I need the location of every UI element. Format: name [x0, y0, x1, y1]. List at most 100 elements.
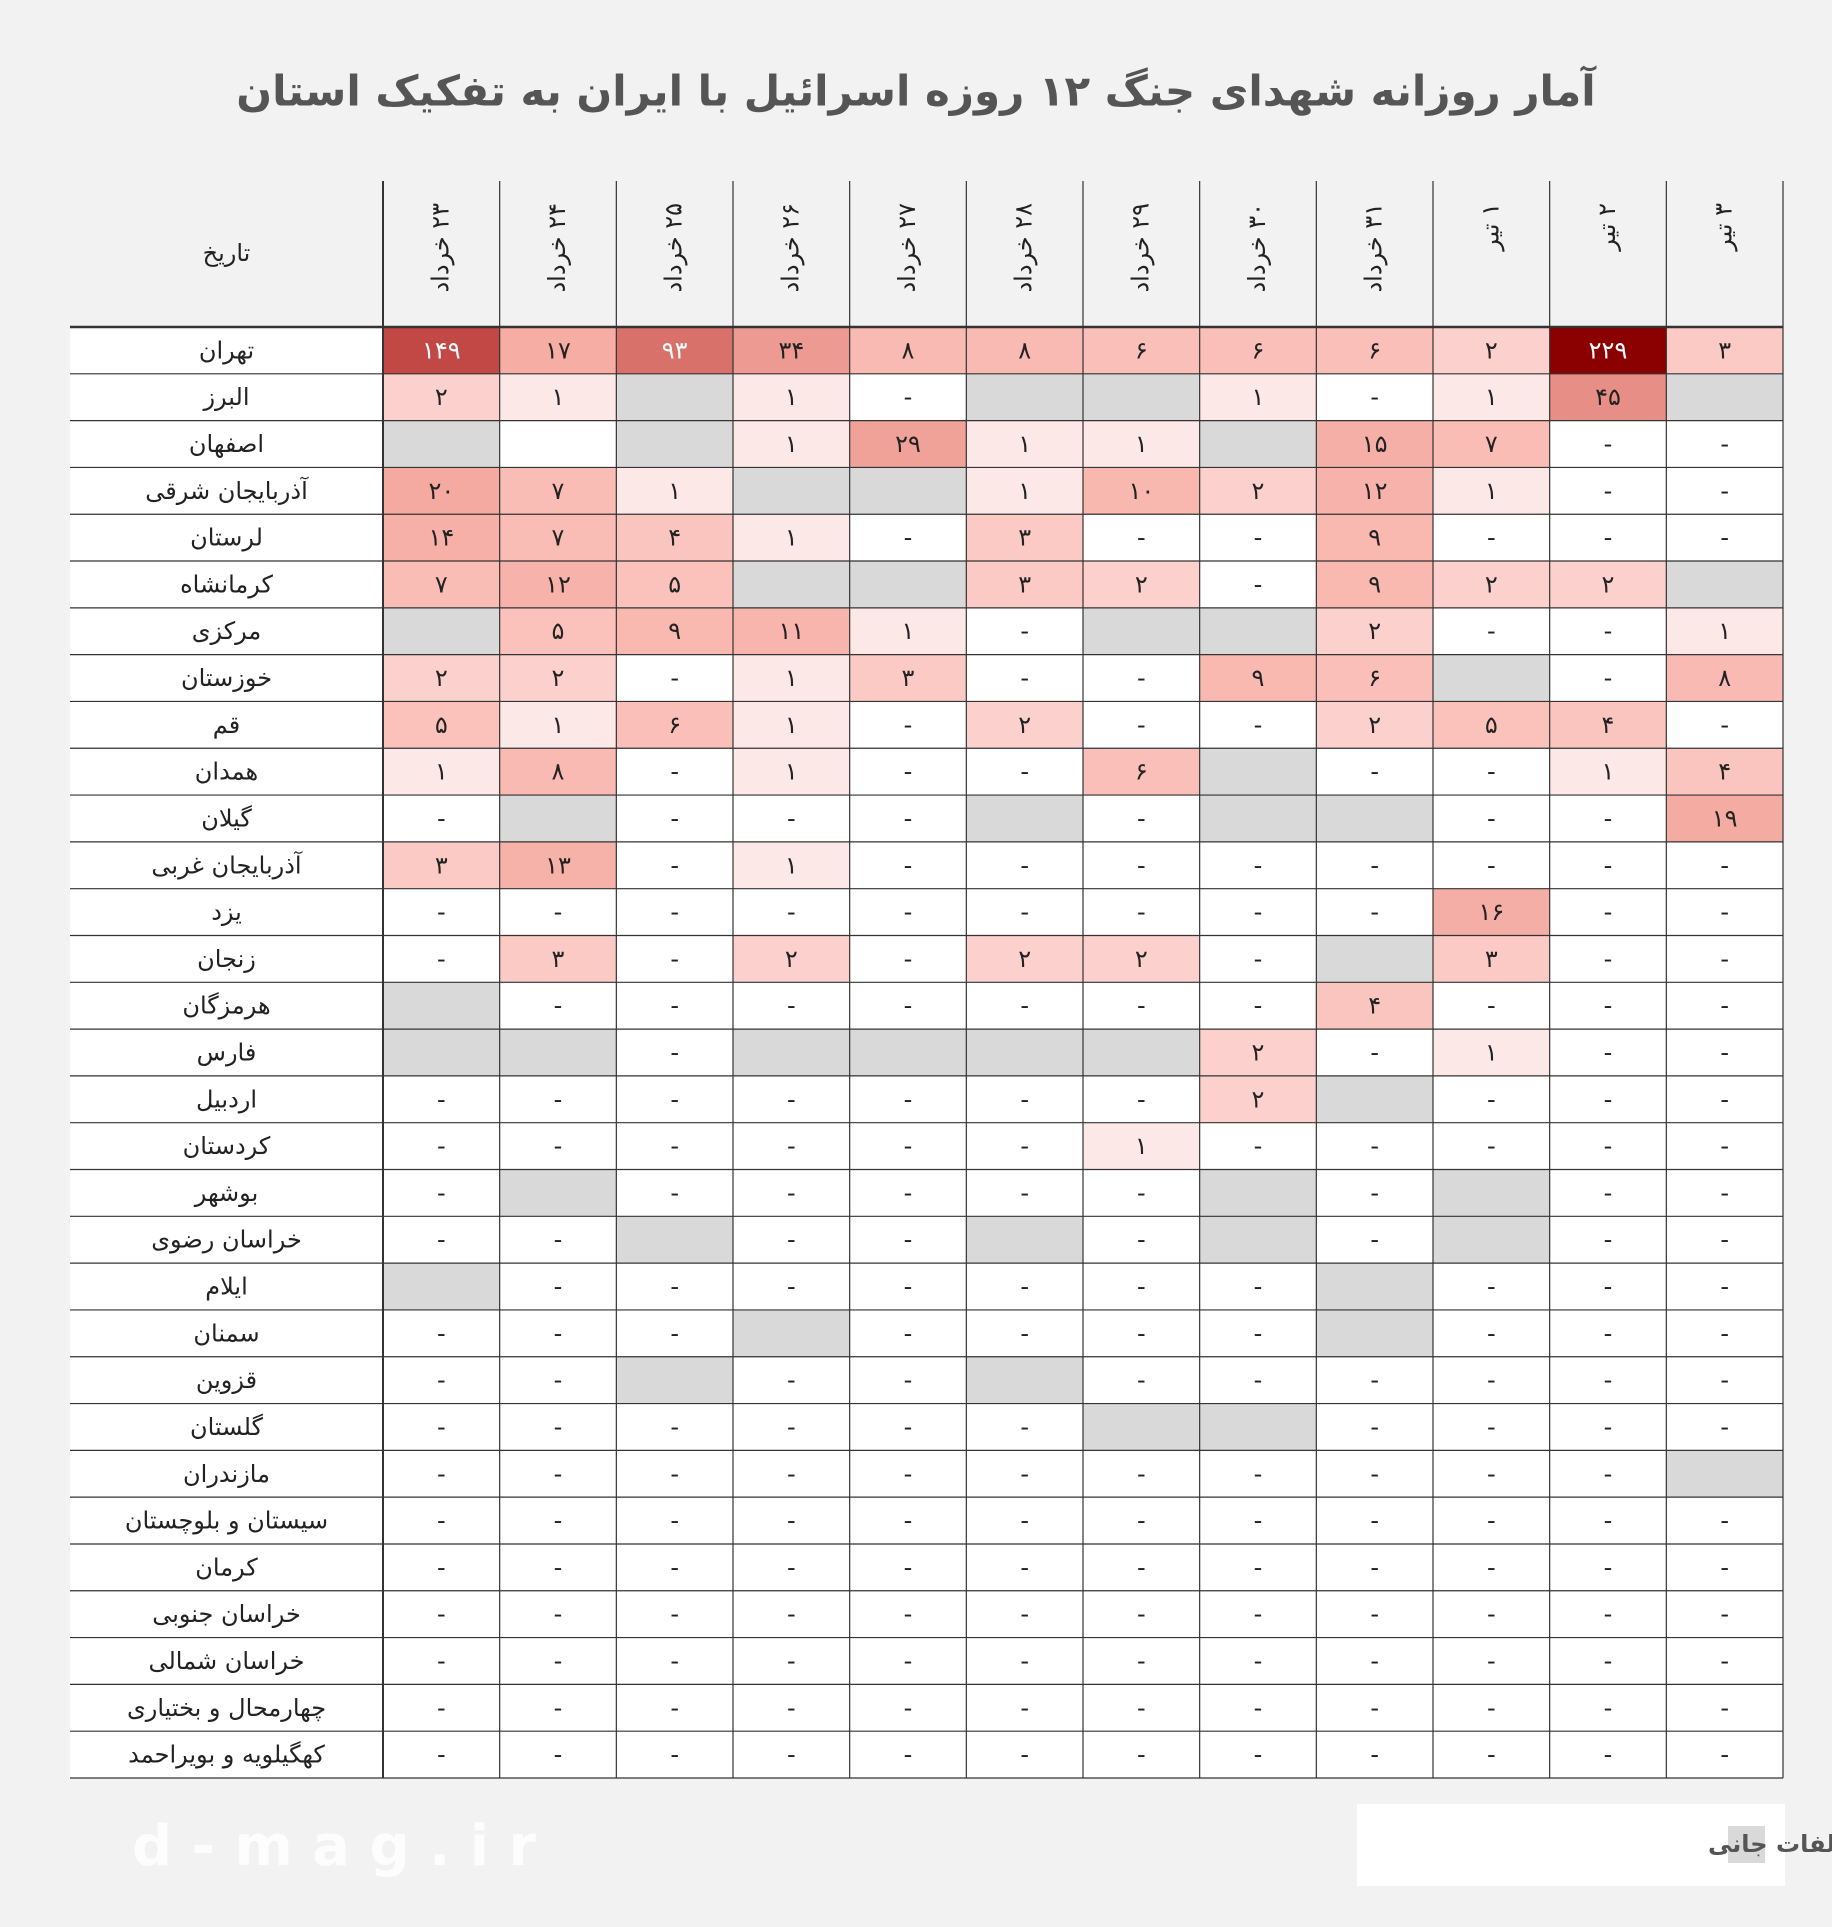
cell-value: -: [787, 1553, 796, 1581]
cell: [499, 1216, 617, 1264]
cell: [1199, 467, 1317, 515]
cell: [1549, 982, 1667, 1030]
cell: [733, 1590, 850, 1638]
cell-value: -: [1370, 898, 1379, 926]
cell-value: -: [904, 1741, 913, 1769]
cell: [1083, 327, 1200, 374]
cell: [616, 607, 733, 655]
cell-value: -: [1370, 383, 1379, 411]
cell: [1083, 1169, 1200, 1217]
cell: [966, 327, 1083, 374]
cell-value: -: [1604, 477, 1613, 505]
cell: [499, 1309, 617, 1357]
column-header: ۲۹ خرداد: [1126, 203, 1154, 293]
column-header: ۲ تیر: [1593, 203, 1621, 252]
cell: [733, 935, 850, 983]
cell: [1083, 935, 1200, 983]
cell-value: ۲۹: [895, 430, 921, 458]
cell: [1666, 420, 1783, 468]
cell: [1433, 841, 1550, 889]
cell: [616, 1497, 733, 1544]
cell-value: ۶: [1368, 664, 1381, 692]
cell: [966, 1263, 1083, 1310]
cell-value: ۳: [435, 851, 448, 879]
cell-value: -: [1487, 1085, 1496, 1113]
cell: [1549, 1684, 1667, 1732]
cell: [1083, 888, 1200, 936]
cell-value: -: [670, 1319, 679, 1347]
cell-value: ۱۴۹: [422, 336, 461, 364]
cell: [1316, 1122, 1433, 1170]
cell: [1083, 607, 1200, 655]
cell: [733, 1309, 850, 1357]
province-label: آذربایجان غربی: [151, 850, 302, 879]
cell: [1083, 1731, 1200, 1778]
cell-value: -: [904, 1366, 913, 1394]
cell: [1199, 654, 1317, 702]
cell: [1433, 1590, 1550, 1638]
cell-value: ۸: [552, 758, 565, 786]
cell-value: -: [1137, 1600, 1146, 1628]
cell: [1199, 935, 1317, 983]
cell: [1549, 327, 1667, 374]
cell: [383, 373, 500, 421]
cell-value: ۳: [1718, 336, 1731, 364]
cell-value: -: [670, 898, 679, 926]
cell-value: -: [904, 1694, 913, 1722]
cell-value: -: [437, 898, 446, 926]
cell-value: -: [904, 898, 913, 926]
cell-value: -: [670, 758, 679, 786]
column-header: ۳۰ خرداد: [1243, 203, 1271, 293]
cell-value: -: [1020, 1413, 1029, 1441]
province-label: هرمزگان: [182, 992, 270, 1020]
cell: [499, 1263, 617, 1310]
cell: [1549, 1216, 1667, 1264]
cell: [1199, 1216, 1317, 1264]
cell-value: ۵: [435, 711, 448, 739]
cell-value: -: [1370, 1179, 1379, 1207]
cell-value: ۱: [1485, 383, 1498, 411]
cell: [1199, 420, 1317, 468]
cell-value: -: [437, 1741, 446, 1769]
cell-value: -: [1254, 1647, 1263, 1675]
cell-value: ۱: [1485, 1039, 1498, 1067]
cell: [383, 654, 500, 702]
cell-value: -: [554, 1085, 563, 1113]
cell-value: -: [1604, 992, 1613, 1020]
cell-value: ۲: [1018, 945, 1031, 973]
cell-value: ۲: [1368, 617, 1381, 645]
cell: [1666, 1403, 1783, 1451]
cell-value: -: [1604, 1273, 1613, 1301]
cell: [1083, 1356, 1200, 1404]
cell-value: ۲: [1485, 336, 1498, 364]
cell-value: -: [1254, 1600, 1263, 1628]
cell-value: -: [437, 1366, 446, 1394]
cell: [966, 1356, 1083, 1404]
cell: [383, 327, 500, 374]
cell: [1316, 1403, 1433, 1451]
cell: [733, 1684, 850, 1732]
province-label: مازندران: [183, 1460, 270, 1488]
province-label: همدان: [195, 758, 258, 786]
cell: [1549, 1356, 1667, 1404]
cell-value: ۳: [902, 664, 915, 692]
cell: [1666, 1637, 1783, 1685]
cell-value: -: [670, 804, 679, 832]
cell-value: -: [1604, 1507, 1613, 1535]
cell: [499, 795, 617, 842]
cell-value: -: [1254, 1460, 1263, 1488]
cell-value: ۱: [1602, 758, 1615, 786]
cell-value: ۱۵: [1362, 430, 1388, 458]
cell: [1199, 1590, 1317, 1638]
cell: [1083, 467, 1200, 515]
cell-value: -: [1020, 1319, 1029, 1347]
cell-value: -: [1020, 851, 1029, 879]
cell-value: -: [904, 758, 913, 786]
cell: [1316, 1075, 1433, 1123]
cell-value: -: [904, 1132, 913, 1160]
cell: [849, 1075, 967, 1123]
province-label: فارس: [197, 1039, 257, 1067]
cell-value: -: [1370, 1694, 1379, 1722]
cell: [383, 1075, 500, 1123]
